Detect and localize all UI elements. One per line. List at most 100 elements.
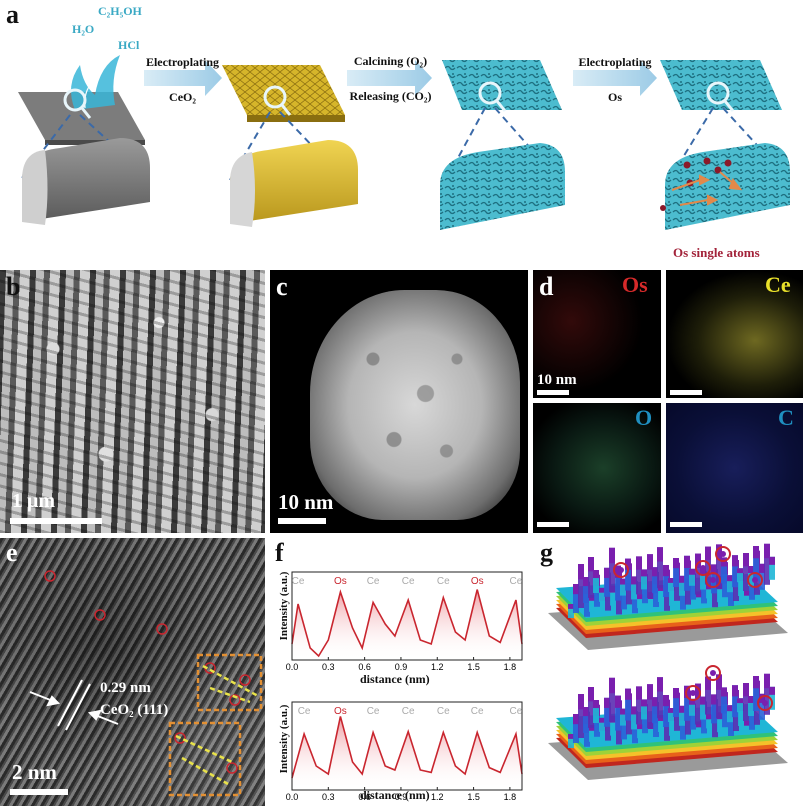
x-tick-label: 1.2	[431, 662, 444, 672]
surface-peak-top	[759, 563, 765, 573]
surface-peak	[764, 673, 770, 715]
surface-peak	[568, 734, 574, 748]
surface-peak-top	[721, 687, 727, 697]
gold-rod	[230, 140, 358, 227]
process-arrow-1	[144, 60, 222, 96]
x-tick-label: 1.8	[504, 792, 517, 802]
eds-label-o: O	[635, 405, 653, 430]
surface-peak-top	[636, 686, 642, 700]
peak-label: Os	[334, 576, 347, 587]
surface-peak	[600, 722, 606, 746]
surface-peak	[637, 724, 643, 739]
magnifier-icon	[263, 85, 287, 109]
peak-label: Ce	[402, 706, 415, 717]
peak-label: Ce	[510, 706, 523, 717]
surface-peak	[743, 683, 749, 721]
surface-peak	[684, 685, 690, 721]
os-atom-icons	[660, 157, 743, 211]
scalebar-e-label: 2 nm	[12, 760, 57, 784]
surface-peak	[636, 686, 642, 725]
scalebar-c-label: 10 nm	[278, 490, 334, 514]
surface-peak	[727, 575, 733, 593]
surface-peak	[721, 557, 727, 584]
surface-peak	[620, 708, 626, 726]
surface-peak	[610, 715, 616, 736]
surface-peak-top	[695, 683, 701, 698]
surface-peak	[589, 594, 595, 612]
surface-peak	[748, 566, 754, 586]
surface-peak	[599, 587, 605, 602]
surface-peak	[706, 714, 712, 729]
os-atom-marker	[747, 572, 763, 588]
surface-peak	[689, 698, 695, 716]
surface-peak-top	[748, 696, 754, 703]
porous-ceo2-substrate	[442, 60, 562, 110]
surface-peak	[716, 544, 722, 589]
scalebar-e	[10, 789, 68, 795]
surface-peak	[647, 554, 653, 599]
surface-peak	[728, 710, 734, 736]
peak-label: Ce	[402, 576, 415, 587]
surface-peak-top	[663, 565, 669, 577]
surface-peak-top	[631, 706, 637, 715]
surface-peak	[684, 555, 690, 591]
xlabel-f2: distance (nm)	[360, 788, 430, 802]
surface-peak	[748, 696, 754, 716]
surface-peak	[573, 714, 579, 743]
surface-peak-top	[599, 717, 605, 723]
surface-peak-top	[743, 553, 749, 567]
surface-peak	[610, 585, 616, 606]
surface-peak	[573, 584, 579, 613]
surface-peak-top	[737, 698, 743, 704]
scalebar-d-ce	[670, 390, 702, 395]
step1-line1: Electroplating	[145, 55, 220, 69]
surface-peak-top	[652, 697, 658, 707]
x-tick-label: 1.8	[504, 662, 517, 672]
surface-peak	[620, 578, 626, 596]
surface-peak	[668, 708, 674, 722]
os-atom-dot	[690, 690, 696, 696]
magnifier-icon	[63, 88, 87, 112]
line-profile-charts: 0.0 0.3 0.6 0.9 1.2 1.5 1.8Ce Os Ce Ce Ce Os Ce 0.0 0…	[286, 571, 523, 802]
surface-peak-top	[679, 575, 685, 583]
surface-peak	[621, 713, 627, 740]
surface-peak-top	[647, 554, 653, 570]
surface-peak	[583, 707, 589, 733]
x-tick-label: 0.3	[322, 792, 335, 802]
surface-peak	[711, 694, 717, 724]
step2-line2: Releasing (CO₂)	[349, 89, 432, 103]
os-single-atoms-label: Os single atoms	[673, 245, 760, 260]
os-atom-dot	[618, 567, 624, 573]
surface-peak	[695, 683, 701, 725]
surface-peak	[588, 557, 594, 598]
surface-peak-top	[764, 543, 770, 559]
peak-label: Ce	[298, 706, 311, 717]
surface-peak	[705, 676, 711, 715]
x-tick-label: 0.3	[322, 662, 335, 672]
surface-peak	[696, 591, 702, 609]
os-atom-dot	[720, 551, 726, 557]
surface-peak	[657, 547, 663, 589]
surface-peak-top	[727, 575, 733, 582]
profile-area	[292, 589, 522, 660]
chem-ethanol: C₂H₅OH	[98, 4, 142, 18]
surface-peak	[615, 565, 621, 601]
surface-peak-top	[759, 693, 765, 703]
surface-peak-top	[743, 683, 749, 697]
surface-peak-top	[583, 577, 589, 587]
surface-peak-top	[588, 687, 594, 702]
surface-peak-top	[583, 707, 589, 717]
scalebar-b-label: 1 μm	[12, 490, 55, 512]
surface-peak	[658, 715, 664, 732]
surface-peak	[593, 700, 599, 723]
surface-peak-top	[593, 700, 599, 709]
surface-peak	[599, 717, 605, 732]
panel-label-b: b	[6, 272, 21, 301]
surface-peak	[689, 568, 695, 586]
surface-peak-top	[637, 724, 643, 730]
surface-peak-top	[609, 547, 615, 564]
profile-line	[291, 589, 523, 658]
profile-area	[292, 716, 522, 790]
surface-peak-top	[637, 594, 643, 600]
surface-peak-top	[573, 714, 579, 725]
